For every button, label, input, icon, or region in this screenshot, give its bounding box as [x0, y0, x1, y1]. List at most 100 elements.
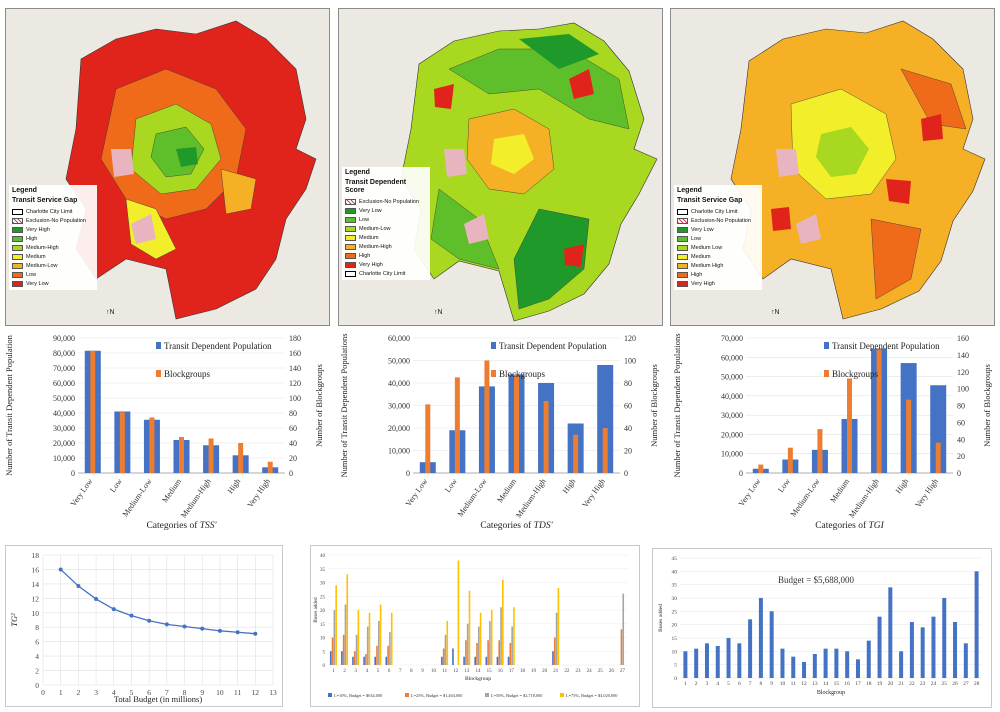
right-tick-label: 20: [957, 452, 965, 461]
legend-label: L=25%, Budget = $1,404,000: [411, 693, 462, 699]
legend-swatch: [12, 217, 23, 224]
x-axis-title: Total Budget (in millions): [114, 694, 203, 704]
bar-population: [930, 385, 947, 473]
bar-blockgroups: [425, 404, 431, 473]
x-tick-label: 4: [366, 669, 369, 674]
legend-label: Low: [691, 235, 702, 242]
x-tick-label: 11: [442, 669, 447, 674]
north-arrow-icon: ↑N: [106, 309, 115, 316]
x-tick-label: 22: [564, 669, 570, 674]
y-tick-label: 35: [672, 583, 678, 589]
category-label: High: [561, 477, 578, 495]
y-tick-label: 25: [672, 609, 678, 615]
bar-0: [341, 651, 343, 665]
x-tick-label: 0: [41, 688, 45, 697]
bar-blockgroups: [935, 442, 941, 473]
legend-swatch: [12, 208, 23, 215]
legend-swatch-blockgroups: [824, 370, 829, 377]
category-label: Low: [776, 477, 792, 494]
legend-label: Medium High: [691, 262, 724, 269]
bar-3: [468, 590, 471, 665]
data-point: [111, 607, 116, 612]
x-tick-label: 26: [609, 669, 615, 674]
bar-2: [366, 626, 369, 665]
legend-item: Very Low: [12, 279, 94, 288]
y-axis-title-right: Number of Blockgroups: [649, 364, 659, 447]
legend-item: Low: [677, 234, 759, 243]
bar-2: [555, 612, 558, 665]
north-label: N: [774, 309, 780, 316]
legend-label: Very Low: [359, 207, 382, 214]
legend-item: Medium-High: [12, 243, 94, 252]
y-axis-title: Buses added: [314, 597, 319, 623]
x-axis-title: Categories of TGI: [815, 520, 884, 531]
bar-buses: [909, 622, 914, 678]
legend-swatch-population: [824, 342, 829, 349]
x-tick-label: 18: [520, 669, 526, 674]
left-tick-label: 50,000: [388, 357, 410, 366]
legend-swatch: [345, 225, 356, 232]
bar-2: [478, 626, 480, 665]
legend-label: Medium Low: [691, 244, 723, 251]
x-axis-title-variable: TGI: [868, 521, 884, 531]
legend-swatch: [345, 243, 356, 250]
bar-buses: [877, 616, 882, 678]
legend-label: Medium-High: [26, 244, 59, 251]
y-tick-label: 30: [672, 596, 678, 602]
right-tick-label: 100: [624, 357, 636, 366]
category-label: Medium: [160, 476, 183, 504]
x-tick-label: 27: [963, 681, 969, 687]
map-legend: Legend Transit Dependent Score Exclusion…: [342, 167, 430, 280]
x-tick-label: 26: [952, 681, 958, 687]
legend-label: Exclusion-No Population: [691, 217, 751, 224]
data-point: [217, 628, 222, 633]
left-tick-label: 10,000: [721, 450, 743, 459]
left-tick-label: 10,000: [388, 447, 410, 456]
line-series: [60, 568, 256, 635]
legend-item: Charlotte City Limit: [12, 207, 94, 216]
bar-0: [329, 651, 332, 665]
north-arrow-icon: ↑N: [771, 309, 780, 316]
legend-label: Low: [26, 271, 37, 278]
y-tick-label: 8: [35, 623, 39, 632]
bar-buses: [748, 619, 753, 678]
x-tick-label: 14: [476, 669, 482, 674]
legend-swatch: [677, 280, 688, 287]
bar-2: [622, 593, 625, 665]
category-label: High: [894, 477, 911, 495]
x-tick-label: 12: [801, 681, 807, 687]
map-legend: Legend Transit Service Gap Charlotte Cit…: [674, 185, 762, 290]
right-tick-label: 140: [957, 351, 969, 360]
left-tick-label: 30,000: [721, 411, 743, 420]
bar-buses: [888, 587, 893, 678]
bar-1: [331, 637, 334, 665]
bar-2: [344, 604, 347, 665]
category-label: Very Low: [69, 477, 95, 508]
legend-swatch: [345, 261, 356, 268]
bar-buses: [899, 651, 904, 678]
legend-swatch: [677, 271, 688, 278]
x-tick-label: 6: [738, 681, 741, 687]
legend-label: L=10%, Budget = $634,000: [334, 693, 382, 699]
data-point: [129, 613, 134, 618]
legend-title: Legend: [677, 187, 702, 194]
legend-label-population: Transit Dependent Population: [832, 341, 940, 351]
x-tick-label: 10: [780, 681, 786, 687]
legend-swatch: [345, 252, 356, 259]
legend-label: L=50%, Budget = $2,718,000: [491, 693, 542, 699]
right-tick-label: 0: [957, 469, 961, 478]
left-tick-label: 60,000: [53, 379, 75, 388]
x-tick-label: 20: [888, 681, 894, 687]
bar-2: [378, 621, 380, 665]
legend-swatch: [677, 208, 688, 215]
x-axis-title: Categories of TSS': [146, 520, 217, 531]
legend-items: Charlotte City Limit Exclusion-No Populat…: [12, 207, 94, 288]
bar-2: [444, 634, 447, 665]
x-tick-label: 12: [252, 688, 260, 697]
legend-label: Medium: [359, 234, 379, 241]
bar-2: [489, 621, 491, 665]
x-tick-label: 9: [770, 681, 773, 687]
right-tick-label: 20: [289, 454, 297, 463]
bar-1: [487, 640, 489, 665]
legend-swatch: [345, 198, 356, 205]
